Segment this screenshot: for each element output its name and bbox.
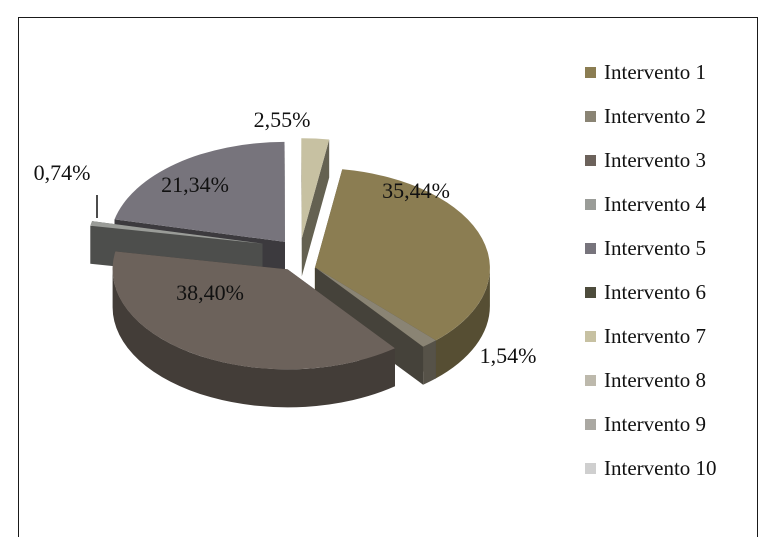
slice-top — [315, 267, 436, 347]
data-label-5: 21,34% — [161, 172, 229, 197]
legend-entry-7: Intervento 7 — [585, 314, 717, 358]
legend-label: Intervento 3 — [604, 147, 707, 172]
legend-entry-5: Intervento 5 — [585, 226, 717, 270]
slice-wall-end — [315, 267, 424, 385]
data-label-7: 2,55% — [254, 107, 311, 132]
legend-entry-8: Intervento 8 — [585, 358, 717, 402]
legend-swatch — [585, 66, 596, 78]
legend-swatch — [585, 374, 596, 386]
legend-label: Intervento 1 — [604, 59, 707, 84]
slice-top — [314, 169, 490, 341]
slice-rim — [435, 268, 490, 379]
slice-top — [301, 138, 330, 239]
chart-frame — [18, 17, 758, 537]
slice-top — [112, 251, 395, 370]
data-label-4: 0,74% — [34, 160, 91, 185]
legend-label: Intervento 7 — [604, 323, 707, 348]
legend-swatch — [585, 286, 596, 298]
legend-label: Intervento 9 — [604, 411, 707, 436]
pie-chart: 35,44% 1,54% 38,40% 0,74% 21,34% 2,55% — [34, 107, 537, 408]
legend-label: Intervento 8 — [604, 367, 707, 392]
legend-entry-3: Intervento 3 — [585, 138, 717, 182]
legend-entry-6: Intervento 6 — [585, 270, 717, 314]
pie-slice-2 — [315, 267, 436, 385]
legend-label: Intervento 2 — [604, 103, 707, 128]
legend-entry-2: Intervento 2 — [585, 94, 717, 138]
pie-slice-7 — [301, 138, 330, 277]
pie-slice-3 — [112, 251, 395, 408]
legend-entry-10: Intervento 10 — [585, 446, 717, 490]
slice-top — [114, 141, 285, 242]
legend-entry-4: Intervento 4 — [585, 182, 717, 226]
legend-label: Intervento 5 — [604, 235, 707, 260]
legend-swatch — [585, 462, 596, 474]
legend-swatch — [585, 330, 596, 342]
legend-entry-1: Intervento 1 — [585, 50, 717, 94]
data-label-2: 1,54% — [480, 343, 537, 368]
slice-rim — [423, 340, 436, 385]
legend-swatch — [585, 198, 596, 210]
legend-swatch — [585, 154, 596, 166]
legend-label: Intervento 4 — [604, 191, 707, 216]
legend: Intervento 1 Intervento 2 Intervento 3 Inte… — [585, 50, 717, 490]
slice-wall-start — [301, 138, 302, 277]
data-label-1: 35,44% — [382, 178, 450, 203]
legend-entry-9: Intervento 9 — [585, 402, 717, 446]
legend-label: Intervento 10 — [604, 455, 717, 480]
slice-wall-end — [301, 139, 330, 277]
legend-label: Intervento 6 — [604, 279, 707, 304]
slice-rim — [112, 269, 395, 408]
data-label-3: 38,40% — [176, 280, 244, 305]
legend-swatch — [585, 242, 596, 254]
slice-top — [90, 221, 263, 244]
legend-swatch — [585, 110, 596, 122]
legend-swatch — [585, 418, 596, 430]
